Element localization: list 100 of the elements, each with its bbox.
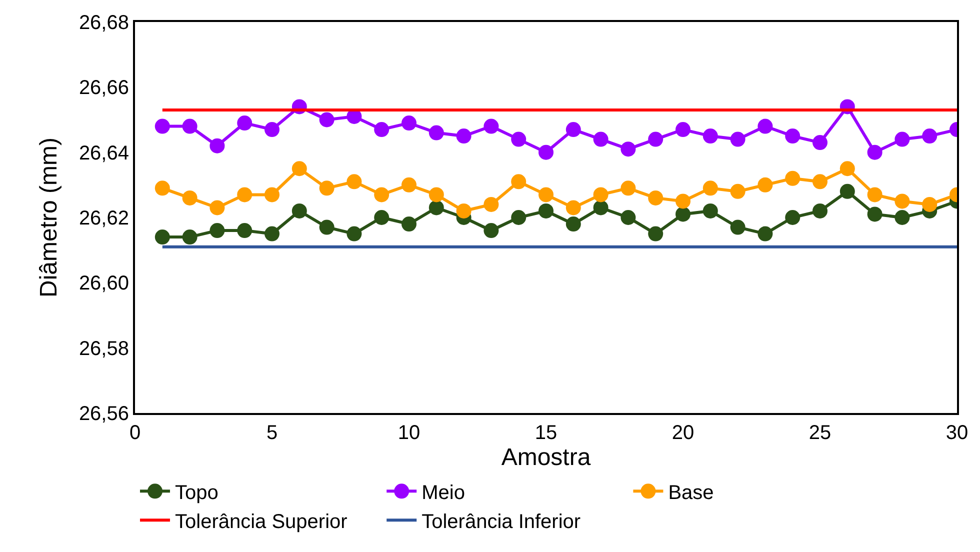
point xyxy=(402,216,416,232)
y-tick-label: 26,60 xyxy=(78,272,129,295)
point xyxy=(566,122,581,138)
point xyxy=(264,122,280,138)
point xyxy=(840,184,855,199)
point xyxy=(648,132,664,147)
point xyxy=(154,180,170,196)
point xyxy=(319,220,334,235)
point xyxy=(292,203,307,218)
point xyxy=(785,128,800,144)
point xyxy=(374,187,390,202)
point xyxy=(867,144,882,160)
point xyxy=(620,210,636,225)
point xyxy=(374,210,390,225)
x-axis-title: Amostra xyxy=(501,444,592,471)
x-tick-label: 5 xyxy=(266,422,278,444)
legend-label: Topo xyxy=(175,482,218,504)
legend-label: Base xyxy=(668,482,714,504)
point xyxy=(182,190,198,206)
y-tick-label: 26,64 xyxy=(78,142,129,164)
point xyxy=(593,200,608,216)
point xyxy=(319,112,334,128)
point xyxy=(867,187,882,202)
point xyxy=(538,203,554,218)
point xyxy=(319,180,334,196)
point xyxy=(182,230,198,245)
point xyxy=(402,116,416,131)
y-tick-label: 26,62 xyxy=(78,208,129,230)
point xyxy=(210,223,225,238)
point xyxy=(566,200,581,216)
y-tick-label: 26,56 xyxy=(78,403,129,425)
point xyxy=(702,180,718,196)
y-tick-label: 26,68 xyxy=(78,12,129,34)
legend-label: Tolerância Inferior xyxy=(422,510,581,533)
x-tick-label: 25 xyxy=(808,422,832,444)
point xyxy=(648,190,664,206)
point xyxy=(210,138,225,154)
point xyxy=(346,174,362,190)
point xyxy=(237,116,252,131)
x-tick-label: 0 xyxy=(129,422,141,444)
point xyxy=(428,125,444,140)
point xyxy=(676,194,690,209)
point xyxy=(730,132,746,147)
point xyxy=(484,223,499,238)
point xyxy=(182,118,198,134)
point xyxy=(154,118,170,134)
point xyxy=(237,223,252,238)
point xyxy=(758,118,773,134)
x-tick-label: 30 xyxy=(946,422,968,444)
point xyxy=(484,118,499,134)
point xyxy=(237,187,252,202)
point xyxy=(346,226,362,242)
point xyxy=(894,194,910,209)
point xyxy=(593,187,608,202)
point xyxy=(758,226,773,242)
point xyxy=(456,203,472,218)
point xyxy=(894,132,910,147)
point xyxy=(922,128,938,144)
point xyxy=(402,177,416,192)
point xyxy=(538,187,554,202)
point xyxy=(785,210,800,225)
point xyxy=(484,196,499,212)
point xyxy=(593,132,608,147)
point xyxy=(812,174,828,190)
point xyxy=(702,128,718,144)
point xyxy=(620,142,636,157)
x-tick-label: 15 xyxy=(534,422,558,444)
point xyxy=(511,174,526,190)
point xyxy=(676,122,690,138)
point xyxy=(264,187,280,202)
y-tick-label: 26,66 xyxy=(78,77,129,100)
point xyxy=(812,135,828,150)
point xyxy=(648,226,664,242)
point xyxy=(538,144,554,160)
point xyxy=(511,210,526,225)
point xyxy=(566,216,581,232)
y-axis-title: Diâmetro (mm) xyxy=(36,138,63,298)
point xyxy=(676,206,690,222)
point xyxy=(511,132,526,147)
point xyxy=(292,161,307,176)
point xyxy=(620,180,636,196)
point xyxy=(210,200,225,216)
legend-label: Tolerância Superior xyxy=(175,510,348,533)
point xyxy=(894,210,910,225)
point xyxy=(785,170,800,186)
x-tick-label: 20 xyxy=(672,422,694,444)
point xyxy=(922,196,938,212)
point xyxy=(730,184,746,199)
point xyxy=(702,203,718,218)
legend-label: Meio xyxy=(422,482,465,504)
point xyxy=(730,220,746,235)
point xyxy=(867,206,882,222)
point xyxy=(374,122,390,138)
point xyxy=(428,187,444,202)
point xyxy=(812,203,828,218)
point xyxy=(456,128,472,144)
point xyxy=(840,161,855,176)
y-tick-label: 26,58 xyxy=(78,338,129,360)
point xyxy=(758,177,773,192)
x-tick-label: 10 xyxy=(398,422,420,444)
